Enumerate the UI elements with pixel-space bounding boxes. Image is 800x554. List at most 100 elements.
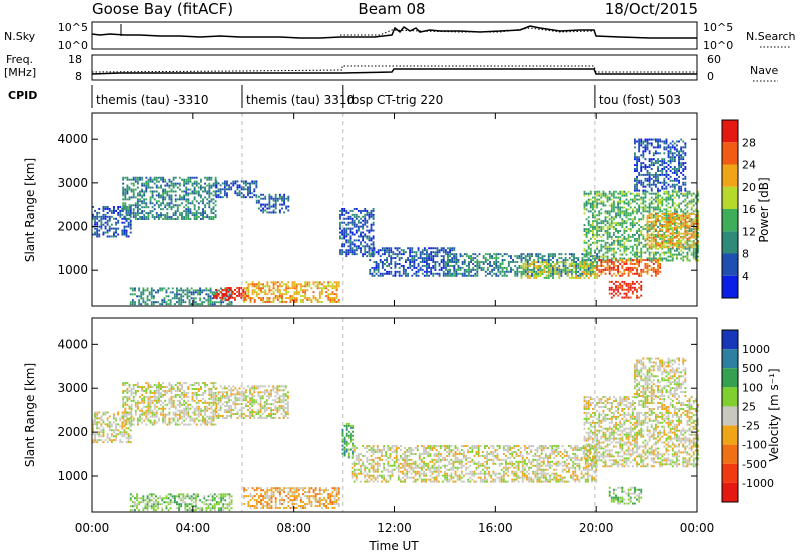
y-tick-label: 4000 xyxy=(57,337,88,351)
echo-band xyxy=(92,206,132,238)
power-panel: Slant Range [km] 1000 2000 3000 4000 4 8 12 16… xyxy=(23,112,771,307)
x-axis-label: Time UT xyxy=(368,539,419,553)
echo-band xyxy=(215,180,258,199)
colorbar-swatch xyxy=(722,387,738,407)
power-ylabel: Slant Range [km] xyxy=(23,158,37,262)
echo-band xyxy=(583,396,699,468)
cpid-segment: rbsp CT-trig 220 xyxy=(342,85,443,108)
y-tick-label: 2000 xyxy=(57,425,88,439)
y-tick-label: 4000 xyxy=(57,132,88,146)
colorbar-swatch xyxy=(722,368,738,388)
colorbar-tick-label: 16 xyxy=(742,203,756,216)
nave-tick-bottom: 0 xyxy=(707,70,714,83)
echo-band xyxy=(129,287,233,306)
nsky-tick-bottom: 10^0 xyxy=(58,39,88,52)
cpid-segment-label: themis (tau) -3310 xyxy=(96,93,209,107)
date-title: 18/Oct/2015 xyxy=(605,0,698,18)
nsky-tick-top: 10^5 xyxy=(58,21,88,34)
nave-tick-top: 60 xyxy=(707,53,721,66)
nsky-panel: N.Sky 10^5 10^0 10^5 10^0 N.Search xyxy=(4,21,796,52)
cpid-segment-label: themis (tau) 3310 xyxy=(246,93,354,107)
beam-title: Beam 08 xyxy=(358,0,425,18)
colorbar-tick-label: 4 xyxy=(742,270,749,283)
colorbar-swatch xyxy=(722,349,738,369)
colorbar-swatch xyxy=(722,142,738,165)
colorbar-tick-label: 100 xyxy=(742,381,763,394)
nsearch-label: N.Search xyxy=(746,30,796,43)
velocity-panel: Slant Range [km] 1000 2000 3000 4000 1000 50… xyxy=(23,317,781,513)
colorbar-swatch xyxy=(722,482,738,502)
echo-band xyxy=(351,445,598,483)
colorbar-swatch xyxy=(722,406,738,426)
colorbar-tick-label: 1000 xyxy=(742,343,770,356)
freq-trace xyxy=(91,68,697,75)
echo-band xyxy=(520,261,599,279)
power-colorbar-label: Power [dB] xyxy=(757,177,771,242)
colorbar-swatch xyxy=(722,275,738,298)
echo-band xyxy=(215,385,289,419)
echo-band xyxy=(369,247,458,277)
colorbar-tick-label: 20 xyxy=(742,181,756,194)
cpid-label: CPID xyxy=(8,89,37,102)
colorbar-tick-label: 25 xyxy=(742,400,756,413)
echo-band xyxy=(608,486,643,505)
nave-trace xyxy=(91,65,697,73)
echo-band xyxy=(243,487,340,509)
cpid-segment-label: tou (fost) 503 xyxy=(599,93,681,107)
x-tick-label: 04:00 xyxy=(176,521,211,535)
y-tick-label: 1000 xyxy=(57,469,88,483)
cpid-segment: tou (fost) 503 xyxy=(594,85,681,108)
colorbar-tick-label: -25 xyxy=(742,420,760,433)
colorbar-tick-label: -500 xyxy=(742,458,767,471)
colorbar-swatch xyxy=(722,425,738,445)
cpid-bar: CPID themis (tau) -3310 themis (tau) 3310… xyxy=(8,85,681,108)
freq-frame xyxy=(91,54,698,81)
colorbar-swatch xyxy=(722,444,738,464)
freq-label-line1: Freq. xyxy=(6,53,33,66)
echo-band xyxy=(646,212,699,249)
echo-band xyxy=(596,259,662,277)
echo-band xyxy=(633,357,687,398)
nsky-trace xyxy=(91,25,697,39)
cpid-segment: themis (tau) 3310 xyxy=(241,85,354,108)
colorbar-swatch xyxy=(722,209,738,232)
station-title: Goose Bay (fitACF) xyxy=(92,0,233,18)
y-tick-label: 3000 xyxy=(57,176,88,190)
echo-band xyxy=(243,281,340,303)
nave-label: Nave xyxy=(750,64,778,77)
x-tick-label: 16:00 xyxy=(478,521,513,535)
x-tick-label: 00:00 xyxy=(75,521,110,535)
echo-band xyxy=(255,193,290,214)
echo-band xyxy=(341,422,354,459)
colorbar-swatch xyxy=(722,253,738,276)
echo-band xyxy=(608,280,643,299)
nsearch-trace xyxy=(340,27,595,36)
colorbar-tick-label: 12 xyxy=(742,225,756,238)
colorbar-tick-label: 28 xyxy=(742,136,756,149)
freq-tick-top: 18 xyxy=(68,53,82,66)
y-tick-label: 1000 xyxy=(57,263,88,277)
power-frame xyxy=(91,112,698,307)
colorbar-tick-label: 8 xyxy=(742,248,749,261)
echo-band xyxy=(339,207,375,258)
cpid-segment-label: rbsp CT-trig 220 xyxy=(347,93,443,107)
echo-band xyxy=(633,138,687,192)
x-tick-label: 00:00 xyxy=(680,521,715,535)
velocity-ylabel: Slant Range [km] xyxy=(23,363,37,467)
colorbar-swatch xyxy=(722,330,738,350)
x-tick-label: 12:00 xyxy=(377,521,412,535)
nsky-label: N.Sky xyxy=(4,30,36,43)
y-tick-label: 3000 xyxy=(57,381,88,395)
colorbar-tick-label: -1000 xyxy=(742,477,774,490)
y-tick-label: 2000 xyxy=(57,220,88,234)
cpid-segment: themis (tau) -3310 xyxy=(91,85,209,108)
echo-band xyxy=(444,253,599,277)
echo-band xyxy=(122,176,217,220)
colorbar-swatch xyxy=(722,186,738,209)
nsearch-tick-bottom: 10^0 xyxy=(703,39,733,52)
x-tick-label: 08:00 xyxy=(276,521,311,535)
x-tick-label: 20:00 xyxy=(579,521,614,535)
colorbar-swatch xyxy=(722,164,738,187)
colorbar-swatch xyxy=(722,120,738,143)
